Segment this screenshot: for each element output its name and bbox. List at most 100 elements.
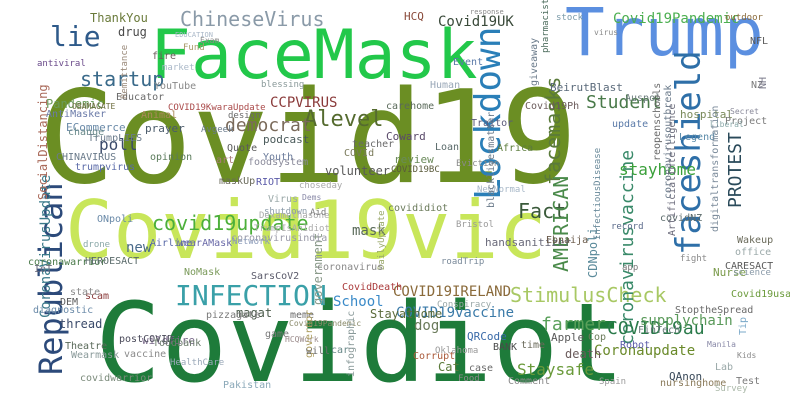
word-podcast: podcast [263,133,309,146]
word-robot: Robot [620,340,650,351]
word-onpoli: ONpoli [97,214,133,225]
word-theatre: Theatre [65,341,107,352]
word-pandemic: Pandemic [46,97,104,111]
word-avgeek: Avgeek [201,125,234,135]
word-covid19: Covid19 [38,64,577,213]
word-coviddeath: CovidDeath [342,282,402,293]
word-nursinghome: nursinghome [660,378,726,389]
word-coronavirusoutbreak: coronavirusoutbreak [663,85,674,199]
word-magat: magat [236,306,272,320]
word-blessing: blessing [261,80,304,90]
word-scam: scam [85,291,109,302]
word-car: car [331,345,349,356]
word-pizzagate: pizzagate [206,310,260,321]
word-dem: DEM [60,297,78,308]
word-obamagate: OBAMAGATE [72,102,116,111]
word-facemasks: facemasks [541,77,565,185]
word-project: Project [725,116,767,127]
word-fight: fight [680,254,707,264]
word-education: EDUCATION [175,31,213,39]
word-coronawarrior: coronawarrior [28,257,106,268]
word-choseday: choseday [299,181,343,191]
word-virus: virus [594,28,618,37]
word-riot: RIOT [256,177,280,188]
word-coronavirusvaccine: coronavirusvaccine [617,150,638,345]
word-covidnz: covidNZ [660,213,702,224]
word-lockdown: Lockdown [468,27,509,200]
word-staysafe: Staysafe [517,360,594,379]
word-prayer: prayer [145,122,185,135]
word-infectiousdisease: InfectiousDisease [593,148,603,240]
word-faceshield: faceshield [669,50,709,255]
word-dog: dog [414,318,439,334]
word-postcovid: postCOVID [119,334,173,345]
word-trumpisanidiot: TrumpIsAnIdiot [254,224,330,234]
word-covid19uk: Covid19UK [438,14,514,30]
word-coronavirus: coronavirus [317,262,383,273]
word-fintech: FinTech [638,325,680,336]
word-heroesact: HEROESACT [85,256,139,267]
word-bank: BANK [493,342,517,353]
word-opinion: opinion [150,152,192,163]
word-stayhome: stayhome [619,160,696,179]
word-dailyupdate: DailyUpdate [377,210,387,270]
word-stimuluscheck: StimulusCheck [510,283,667,307]
word-thread: thread [59,317,102,331]
word-market: market [162,63,195,73]
word-protest: PROTEST [725,132,746,208]
word-covid19kwaraupdate: COVID19KwaraUpdate [168,103,266,113]
word-cop: Cop [588,332,606,343]
word-survey: Survey [715,384,748,394]
word-covid19usa: Covid19usa [731,289,790,300]
word-manila: Manila [707,340,736,349]
word-loan: Loan [435,142,459,153]
word-mask: mask [352,223,386,239]
word-test: Test [736,376,760,387]
word-shutdown: shutdown [264,207,307,217]
word-cdnpoli: CDNpoli [586,227,600,278]
word-poll: poll [99,135,138,154]
word-american: AMERICAN [549,176,573,272]
word-reopenschools: reopenschools [652,83,663,161]
word-qanon: QAnon [669,370,702,383]
word-wearmask: Wearmask [71,350,119,361]
word-volunteer: volunteer [325,164,390,178]
word-youth: Youth [263,152,293,163]
word-digitaltransformation: digitaltransformation [710,106,721,232]
word-drug: drug [118,25,147,39]
word-governor: governor [304,310,315,358]
word-giveaway: giveaway [529,38,540,86]
word-teacher: teacher [352,139,394,150]
word-ecommerce: ECommerce [66,121,126,134]
word-trumpvirus: trumpvirus [75,162,135,173]
word-kids: Kids [737,351,756,360]
word-traitor: Traitor [471,118,513,129]
word-fact: Fact [518,199,566,223]
word-healthcare: HealthCare [170,358,224,368]
word-network: Network [232,237,271,247]
word-covid19pandemic: Covid19Pandemic [289,319,361,328]
word-covid19ireland: COVID19IRELAND [393,284,511,300]
word-human: Human [430,80,460,91]
word-covid19pandemic: Covid19Pandemic [613,11,739,27]
word-trumplies: TrumpLIES [88,133,142,144]
word-exam: Exam [200,36,219,45]
word-nh: NH [758,77,769,89]
word-dems: Dems [302,193,321,202]
word-legend: Legend [679,132,715,143]
word-farmer: farmer [541,314,606,335]
word-aid: Aid [310,208,326,218]
word-tip: Tip [738,317,749,335]
word-chinavirus: CHINAVIRUS [56,152,116,163]
word-ccpvirus: CCPVIRUS [270,95,337,111]
word-covid19vic: Covid19vic [65,184,547,277]
word-response: response [470,8,504,16]
word-socialdistancing: SocialDistancing [36,84,50,200]
word-covidiot: Covidiot [95,279,625,405]
word-quote: Quote [227,143,257,154]
word-chinesevirus: ChineseVirus [180,7,325,31]
word-carehome: carehome [386,101,434,112]
word-art: art [216,155,234,166]
word-state: state [70,287,100,298]
